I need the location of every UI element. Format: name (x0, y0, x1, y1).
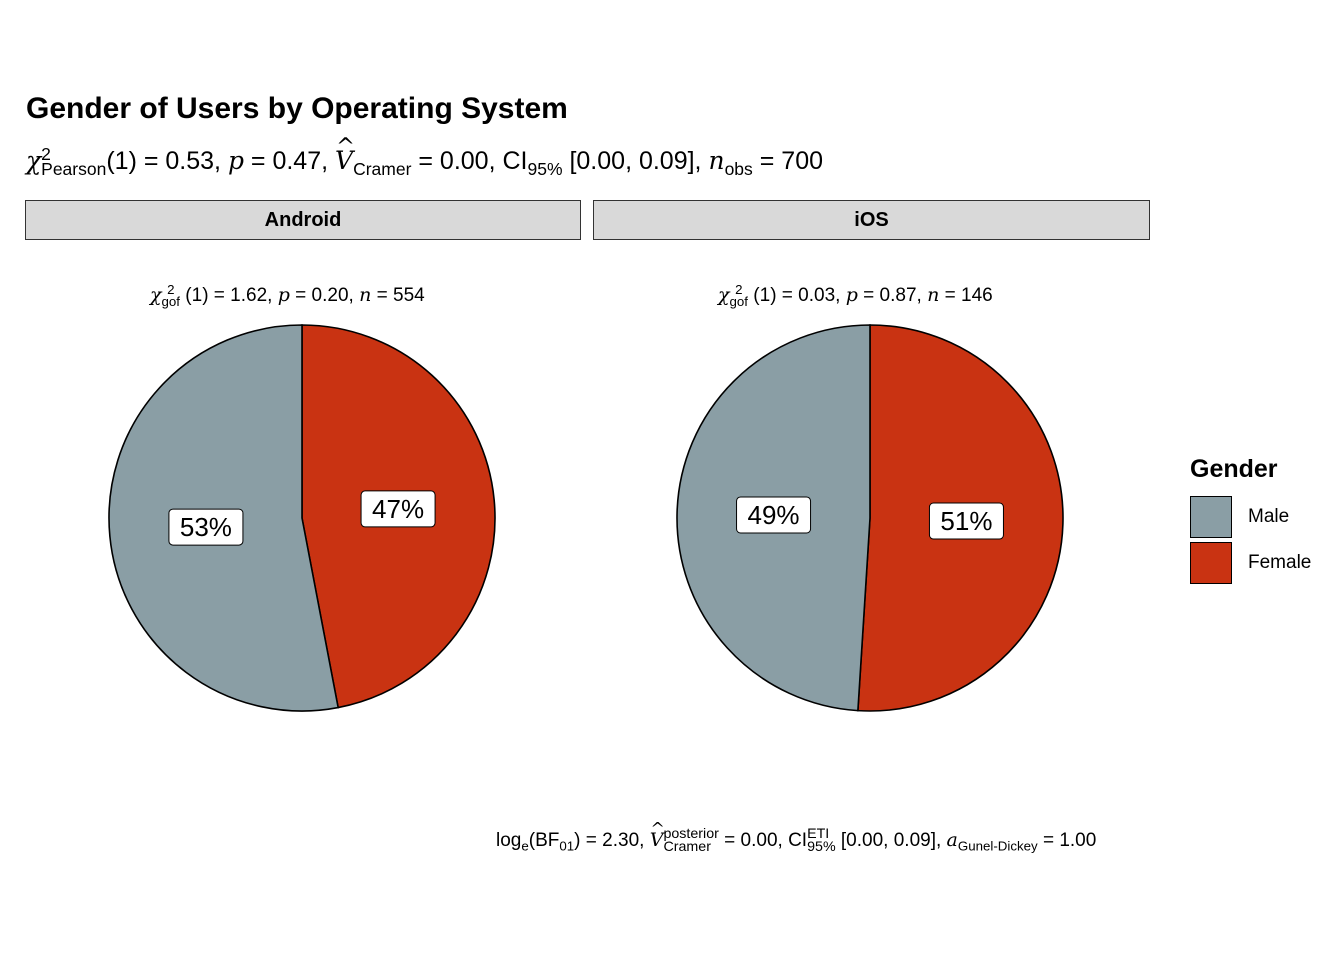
facet-strip-ios: iOS (593, 200, 1150, 240)
facet-strip-android: Android (25, 200, 581, 240)
legend-key-male (1190, 496, 1232, 538)
ios-label-male: 49% (736, 496, 812, 534)
ios-label-female: 51% (928, 502, 1004, 540)
ios-stat-label: χ 2 gof (1) = 0.03, p = 0.87, n = 146 (718, 282, 993, 309)
android-label-female: 47% (360, 490, 436, 528)
legend-label-male: Male (1248, 506, 1290, 527)
slice-percent-text: 53% (180, 512, 232, 542)
legend: Gender Male Female (1190, 455, 1311, 586)
slice-percent-text: 49% (748, 500, 800, 530)
legend-item-female: Female (1190, 540, 1311, 586)
android-stat-label: χ 2 gof (1) = 1.62, p = 0.20, n = 554 (150, 282, 425, 309)
chart-title: Gender of Users by Operating System (26, 92, 568, 125)
legend-label-female: Female (1248, 552, 1312, 573)
legend-title: Gender (1190, 455, 1278, 483)
slice-percent-text: 47% (372, 494, 424, 524)
legend-item-male: Male (1190, 494, 1311, 540)
android-label-male: 53% (168, 508, 244, 546)
legend-key-female (1190, 542, 1232, 584)
slice-percent-text: 51% (940, 506, 992, 536)
